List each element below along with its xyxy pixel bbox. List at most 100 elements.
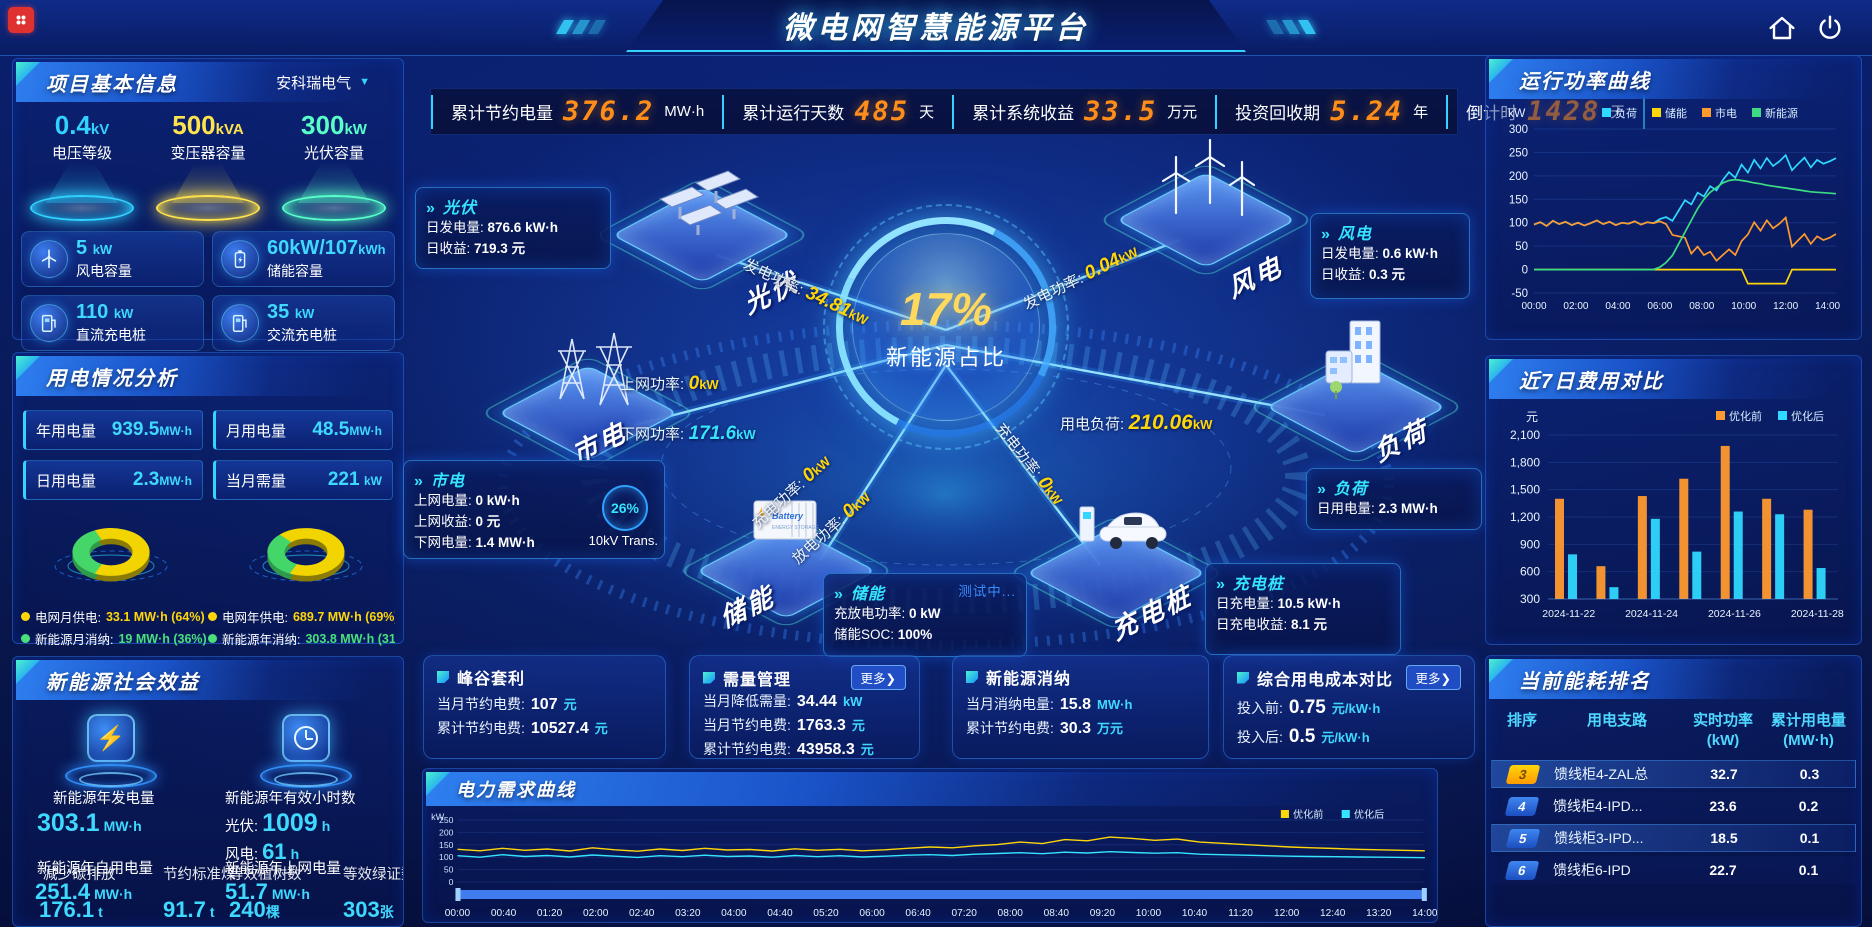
infobox-charger: » 充电桩 日充电量: 10.5 kW·h 日充电收益: 8.1 元 bbox=[1205, 563, 1401, 655]
flow-to-grid: 上网功率: 0kW bbox=[620, 373, 719, 394]
svg-text:07:20: 07:20 bbox=[952, 908, 978, 919]
card-ac-charger: 35 kW 交流充电桩 bbox=[212, 295, 395, 351]
legend-grid-month: 电网月供电: 33.1 MW·h (64%) bbox=[21, 607, 208, 626]
panel-cost-compare: 近7日费用对比 元 优化前 优化后 2,100 1,800 1,500 1,200 900 60… bbox=[1485, 355, 1862, 645]
battery-icon bbox=[221, 240, 259, 278]
panel-usage-analysis: 用电情况分析 年用电量 939.5MW·h 月用电量 48.5MW·h 日用电量 2.… bbox=[12, 352, 404, 647]
svg-text:新能源: 新能源 bbox=[1765, 106, 1798, 120]
storage-test-tag: 测试中... bbox=[958, 584, 1016, 599]
title-decor-right bbox=[1252, 20, 1317, 34]
value-to-grid: 51.7 MW·h bbox=[225, 879, 310, 904]
pedestal-ring bbox=[156, 195, 260, 221]
table-row[interactable]: 5 馈线柜3-IPD... 18.5 0.1 bbox=[1491, 824, 1856, 852]
panel-project-header: 项目基本信息 安科瑞电气 ▼ bbox=[16, 62, 397, 102]
svg-text:12:00: 12:00 bbox=[1773, 301, 1798, 312]
power-icon[interactable] bbox=[1814, 12, 1846, 44]
top-bar: 微电网智慧能源平台 bbox=[0, 0, 1872, 56]
label-self-use: 新能源年自用电量 bbox=[37, 861, 153, 877]
spot-transformer: 500kVA 变压器容量 bbox=[148, 110, 268, 221]
charger-icon bbox=[221, 304, 259, 342]
cost-compare-chart: 元优化前 优化后 2,100 1,800 1,500 1,200 900 600 300 2024… bbox=[1486, 399, 1861, 644]
capacity-spotlights: 0.4kV 电压等级 500kVA 变压器容量 300kW 光伏容量 bbox=[13, 102, 403, 221]
panel-demand-title: 电力需求曲线 bbox=[456, 780, 576, 800]
kpi-revenue: 累计系统收益 33.5 万元 bbox=[952, 94, 1215, 129]
pedestal-ring bbox=[30, 195, 134, 221]
table-row[interactable]: 6 馈线柜6-IPD 22.7 0.1 bbox=[1491, 856, 1856, 884]
svg-text:100: 100 bbox=[439, 852, 454, 862]
card-peak-valley: 峰谷套利 当月节约电费: 107 元 累计节约电费: 10527.4 元 bbox=[423, 655, 666, 759]
svg-text:10:00: 10:00 bbox=[1731, 301, 1756, 312]
value-coal: 91.7 t bbox=[163, 897, 215, 922]
svg-text:00:00: 00:00 bbox=[1521, 301, 1546, 312]
card-demand-mgmt: 需量管理 更多❯ 当月降低需量: 34.44 kW 当月节约电费: 1763.3 元 累… bbox=[689, 655, 920, 759]
table-row[interactable]: 4 馈线柜4-IPD... 23.6 0.2 bbox=[1491, 792, 1856, 820]
pill-day-usage: 日用电量 2.3MW·h bbox=[23, 460, 203, 500]
svg-text:200: 200 bbox=[439, 827, 454, 837]
title-decor-left bbox=[555, 20, 620, 34]
value-pv-hours: 光伏: 1009 h bbox=[225, 809, 331, 837]
svg-text:01:20: 01:20 bbox=[537, 908, 563, 919]
svg-text:优化后: 优化后 bbox=[1354, 808, 1384, 821]
svg-text:14:00: 14:00 bbox=[1815, 301, 1840, 312]
svg-text:100: 100 bbox=[1509, 218, 1528, 230]
value-certs: 303张 bbox=[343, 897, 394, 922]
svg-text:1,800: 1,800 bbox=[1510, 455, 1540, 469]
flow-from-grid: 下网功率: 171.6kW bbox=[620, 423, 756, 444]
home-icon[interactable] bbox=[1766, 12, 1798, 44]
demand-curve-chart: kW 250 200 150 100 50 0 优化前 优化后 00:00 00:40 01:20 02… bbox=[423, 808, 1437, 922]
table-row[interactable]: 3 馈线柜4-ZAL总 32.7 0.3 bbox=[1491, 760, 1856, 788]
svg-text:150: 150 bbox=[439, 840, 454, 850]
infobox-load: » 负荷 日用电量: 2.3 MW·h bbox=[1306, 468, 1482, 530]
renewable-share-percent: 17% bbox=[899, 283, 993, 335]
value-self-use: 251.4 MW·h bbox=[35, 879, 133, 904]
svg-text:2,100: 2,100 bbox=[1510, 428, 1540, 442]
svg-text:05:20: 05:20 bbox=[813, 908, 839, 919]
wind-turbine-icon bbox=[30, 240, 68, 278]
pill-month-demand: 当月需量 221 kW bbox=[213, 460, 393, 500]
record-icon[interactable] bbox=[8, 7, 34, 33]
pedestal-hours bbox=[246, 714, 366, 788]
svg-text:优化前: 优化前 bbox=[1729, 409, 1762, 423]
svg-text:10:00: 10:00 bbox=[1136, 908, 1162, 919]
hub-renewable-share: 17% 新能源占比 bbox=[807, 188, 1085, 466]
label-co2: 减少碳排放 bbox=[43, 867, 116, 883]
svg-text:12:00: 12:00 bbox=[1274, 908, 1300, 919]
more-button-cost[interactable]: 更多❯ bbox=[1405, 665, 1461, 690]
svg-text:元: 元 bbox=[1526, 410, 1538, 424]
svg-text:优化前: 优化前 bbox=[1293, 808, 1323, 821]
svg-text:优化后: 优化后 bbox=[1791, 409, 1824, 423]
svg-text:0: 0 bbox=[449, 877, 454, 887]
card-wind-capacity: 5 kW 风电容量 bbox=[21, 231, 204, 287]
label-annual-generation: 新能源年发电量 bbox=[53, 791, 155, 807]
svg-text:04:40: 04:40 bbox=[767, 908, 793, 919]
panel-usage-title: 用电情况分析 bbox=[46, 367, 178, 390]
panel-energy-ranking: 当前能耗排名 排序 用电支路 实时功率 (kW) 累计用电量 (MW·h) 3 馈线… bbox=[1485, 655, 1862, 927]
svg-text:08:40: 08:40 bbox=[1044, 908, 1070, 919]
value-trees: 240棵 bbox=[229, 897, 280, 922]
spot-voltage: 0.4kV 电压等级 bbox=[22, 110, 142, 221]
svg-text:06:00: 06:00 bbox=[1647, 301, 1672, 312]
more-button-demand[interactable]: 更多❯ bbox=[850, 665, 906, 690]
panel-rank-title: 当前能耗排名 bbox=[1519, 670, 1651, 693]
legend-renew-month: 新能源月消纳: 19 MW·h (36%) bbox=[21, 629, 208, 648]
spot-pv: 300kW 光伏容量 bbox=[274, 110, 394, 221]
svg-text:11:20: 11:20 bbox=[1228, 908, 1253, 919]
clock-icon bbox=[281, 714, 330, 762]
card-dc-charger: 110 kW 直流充电桩 bbox=[21, 295, 204, 351]
svg-text:300: 300 bbox=[1509, 124, 1528, 136]
svg-text:00:00: 00:00 bbox=[445, 908, 471, 919]
svg-text:02:40: 02:40 bbox=[629, 908, 655, 919]
flow-load: 用电负荷: 210.06kW bbox=[1060, 411, 1213, 434]
pedestal-ring bbox=[282, 195, 386, 221]
company-selector[interactable]: 安科瑞电气 ▼ bbox=[276, 74, 370, 92]
infobox-pv: » 光伏 日发电量: 876.6 kW·h 日收益: 719.3 元 bbox=[415, 187, 611, 269]
svg-text:储能: 储能 bbox=[1665, 106, 1687, 120]
card-corner-icon bbox=[437, 671, 449, 683]
run-power-chart: kW 负荷 储能 市电 新能源 300 250 200 150 100 50 0 -50 00:00 02:… bbox=[1486, 99, 1861, 336]
card-corner-icon bbox=[1237, 671, 1249, 684]
ranking-table-body: 3 馈线柜4-ZAL总 32.7 0.3 4 馈线柜4-IPD... 23.6 … bbox=[1486, 756, 1861, 892]
infobox-grid: » 市电 上网电量: 0 kW·h 上网收益: 0 元 下网电量: 1.4 MW·… bbox=[403, 460, 665, 559]
svg-text:00:40: 00:40 bbox=[491, 908, 517, 919]
svg-text:600: 600 bbox=[1520, 565, 1540, 579]
renewable-share-label: 新能源占比 bbox=[885, 345, 1006, 370]
